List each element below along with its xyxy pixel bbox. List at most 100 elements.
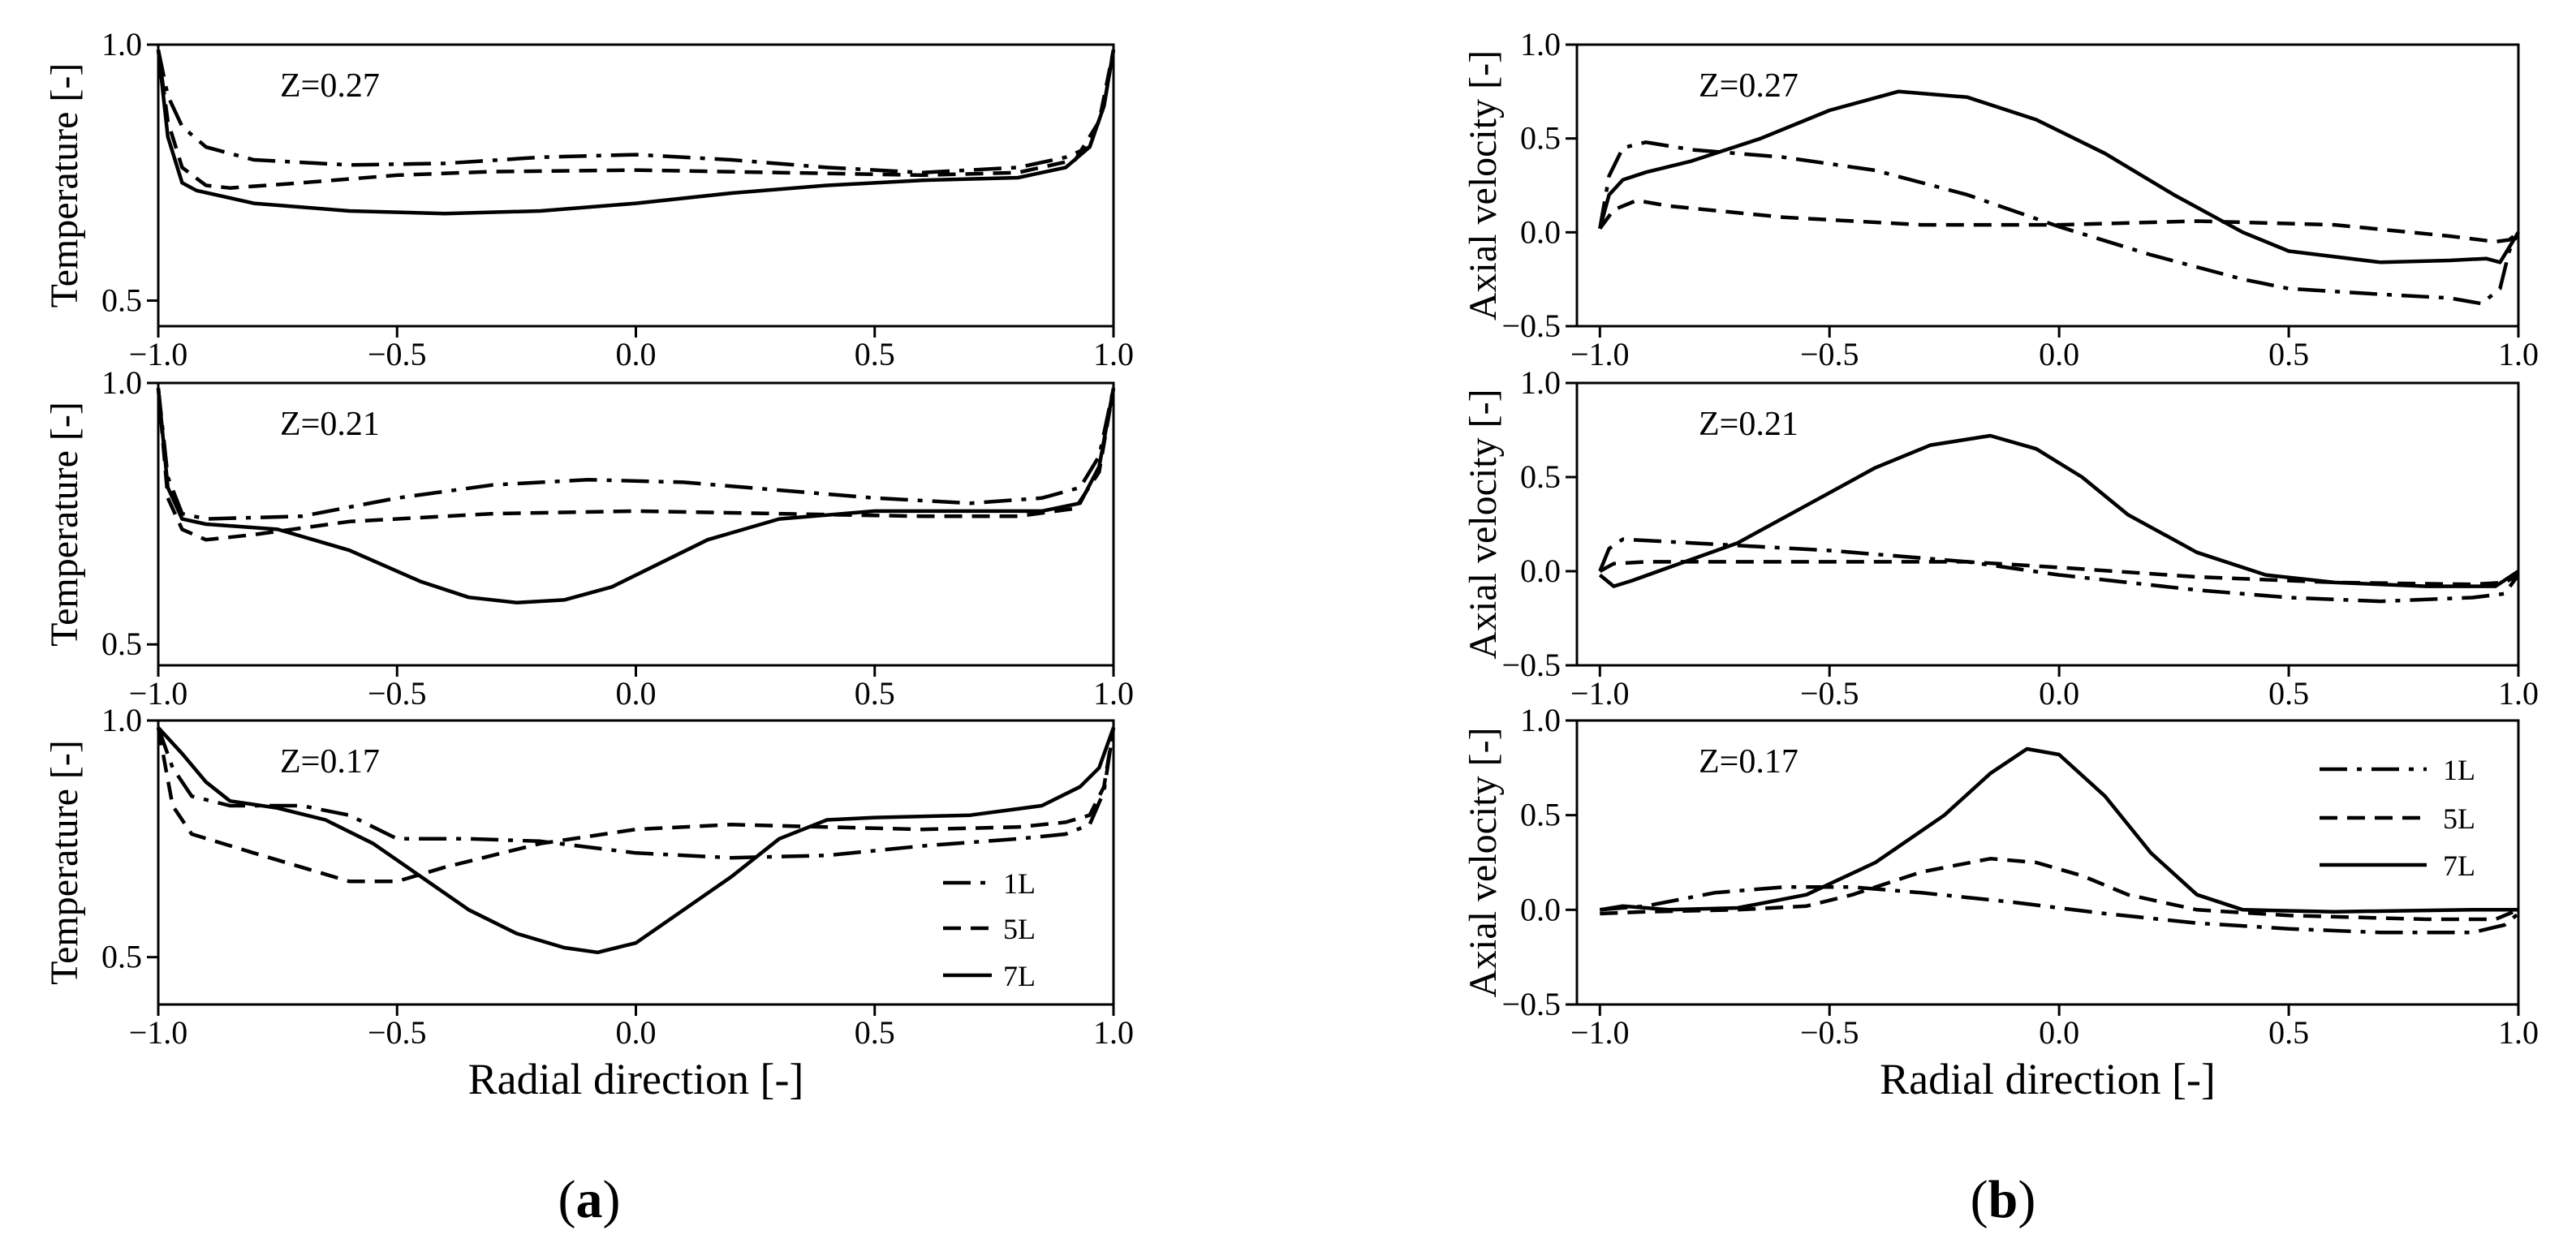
chart-a3: −1.0 −0.5 0.0 0.5 1.0 0.5 1.0 Temperature [-] Ra…	[43, 702, 1134, 1103]
x-tick-label: −1.0	[129, 1014, 188, 1051]
series-line-1L	[156, 727, 1116, 860]
panel-title: Z=0.21	[1699, 406, 1798, 443]
series-line-5L	[1599, 560, 2520, 587]
panel-label-b: (b)	[1971, 1170, 2036, 1229]
x-tick-label: 1.0	[1093, 675, 1134, 712]
legend-label-5L: 5L	[2443, 802, 2475, 835]
series-line-7L	[1598, 89, 2520, 265]
y-axis-label: Axial velocity [-]	[1462, 50, 1505, 320]
x-tick-label: 0.0	[2039, 336, 2079, 372]
y-tick-label: 0.5	[1520, 797, 1561, 833]
x-tick-label: −1.0	[129, 336, 188, 372]
x-tick-label: 1.0	[1093, 1014, 1134, 1051]
x-tick-label: 1.0	[2498, 675, 2539, 712]
x-tick-label: −0.5	[368, 336, 427, 372]
x-tick-label: 0.0	[616, 1014, 657, 1051]
y-axis-label: Axial velocity [-]	[1462, 727, 1505, 997]
y-tick-label: 1.0	[101, 26, 142, 62]
series-line-7L	[1599, 746, 2518, 914]
series-line-5L	[156, 49, 1116, 190]
series-line-1L	[156, 49, 1116, 174]
panel-title: Z=0.27	[1699, 67, 1798, 105]
x-tick-label: −0.5	[1800, 1014, 1859, 1051]
series-line-1L	[1598, 537, 2520, 604]
plot-frame	[1575, 719, 2520, 1006]
chart-a2: −1.0 −0.5 0.0 0.5 1.0 0.5 1.0 Temperature [-] Z=…	[43, 364, 1134, 712]
y-tick-label: 0.5	[101, 282, 142, 318]
y-tick-label: 0.5	[1520, 458, 1561, 495]
y-tick-label: 1.0	[101, 702, 142, 738]
x-tick-label: 1.0	[1093, 336, 1134, 372]
x-tick-label: −0.5	[1800, 675, 1859, 712]
y-tick-label: −0.5	[1501, 308, 1561, 344]
x-tick-label: 0.0	[2039, 1014, 2079, 1051]
x-tick-label: 1.0	[2498, 1014, 2539, 1051]
x-tick-label: −1.0	[129, 675, 188, 712]
x-tick-label: −1.0	[1570, 336, 1630, 372]
legend-label-1L: 1L	[1003, 867, 1036, 900]
series-line-7L	[156, 387, 1116, 604]
series-line-1L	[156, 387, 1116, 521]
series-line-5L	[1598, 198, 2520, 244]
y-tick-label: 0.5	[101, 626, 142, 662]
y-axis-label: Temperature [-]	[43, 63, 86, 308]
x-tick-label: −1.0	[1570, 675, 1630, 712]
y-axis-label: Temperature [-]	[43, 740, 86, 985]
y-tick-label: 0.0	[1520, 891, 1561, 927]
x-tick-label: 0.5	[2268, 1014, 2309, 1051]
x-axis-label: Radial direction [-]	[1880, 1055, 2216, 1103]
x-tick-label: 0.0	[616, 336, 657, 372]
y-tick-label: 1.0	[101, 364, 142, 401]
x-tick-label: 0.5	[855, 336, 895, 372]
y-tick-label: 0.5	[101, 939, 142, 975]
x-tick-label: 0.5	[855, 1014, 895, 1051]
chart-a1: −1.0 −0.5 0.0 0.5 1.0 0.5 1.0 Temperature [-] Z=…	[43, 26, 1134, 372]
y-tick-label: 0.5	[1520, 120, 1561, 157]
legend-label-1L: 1L	[2443, 754, 2475, 786]
series-line-1L	[1598, 140, 2521, 306]
x-tick-label: 0.0	[616, 675, 657, 712]
y-tick-label: 0.0	[1520, 553, 1561, 589]
panel-title: Z=0.17	[1699, 743, 1798, 781]
series-line-7L	[156, 49, 1116, 216]
x-tick-label: 1.0	[2498, 336, 2539, 372]
y-tick-label: 1.0	[1520, 702, 1561, 738]
x-tick-label: 0.5	[2268, 336, 2309, 372]
series-line-7L	[157, 726, 1116, 955]
y-tick-label: −0.5	[1501, 986, 1561, 1022]
x-axis-label: Radial direction [-]	[468, 1055, 804, 1103]
panel-title: Z=0.17	[280, 743, 380, 781]
panel-title: Z=0.27	[280, 67, 380, 105]
series-line-7L	[1598, 433, 2520, 588]
panel-label-a: (a)	[558, 1170, 621, 1229]
plot-frame	[1575, 43, 2520, 328]
legend: 1L 5L 7L	[2320, 754, 2475, 882]
legend-label-7L: 7L	[1003, 960, 1036, 992]
series-line-5L	[156, 727, 1116, 884]
x-tick-label: −0.5	[368, 675, 427, 712]
series-line-5L	[1600, 857, 2519, 922]
y-tick-label: 1.0	[1520, 364, 1561, 401]
y-tick-label: −0.5	[1501, 647, 1561, 683]
x-tick-label: −1.0	[1570, 1014, 1630, 1051]
y-tick-label: 1.0	[1520, 26, 1561, 62]
y-axis-label: Temperature [-]	[43, 402, 86, 647]
plot-frame	[1575, 381, 2520, 667]
legend: 1L 5L 7L	[943, 867, 1036, 992]
x-tick-label: −0.5	[368, 1014, 427, 1051]
series-line-5L	[156, 388, 1116, 542]
series-line-1L	[1600, 885, 2520, 935]
y-axis-label: Axial velocity [-]	[1462, 389, 1505, 659]
x-tick-label: 0.5	[855, 675, 895, 712]
x-tick-label: 0.5	[2268, 675, 2309, 712]
x-tick-label: 0.0	[2039, 675, 2079, 712]
legend-label-5L: 5L	[1003, 913, 1036, 945]
y-tick-label: 0.0	[1520, 213, 1561, 250]
legend-label-7L: 7L	[2443, 850, 2475, 882]
panel-title: Z=0.21	[280, 406, 380, 443]
